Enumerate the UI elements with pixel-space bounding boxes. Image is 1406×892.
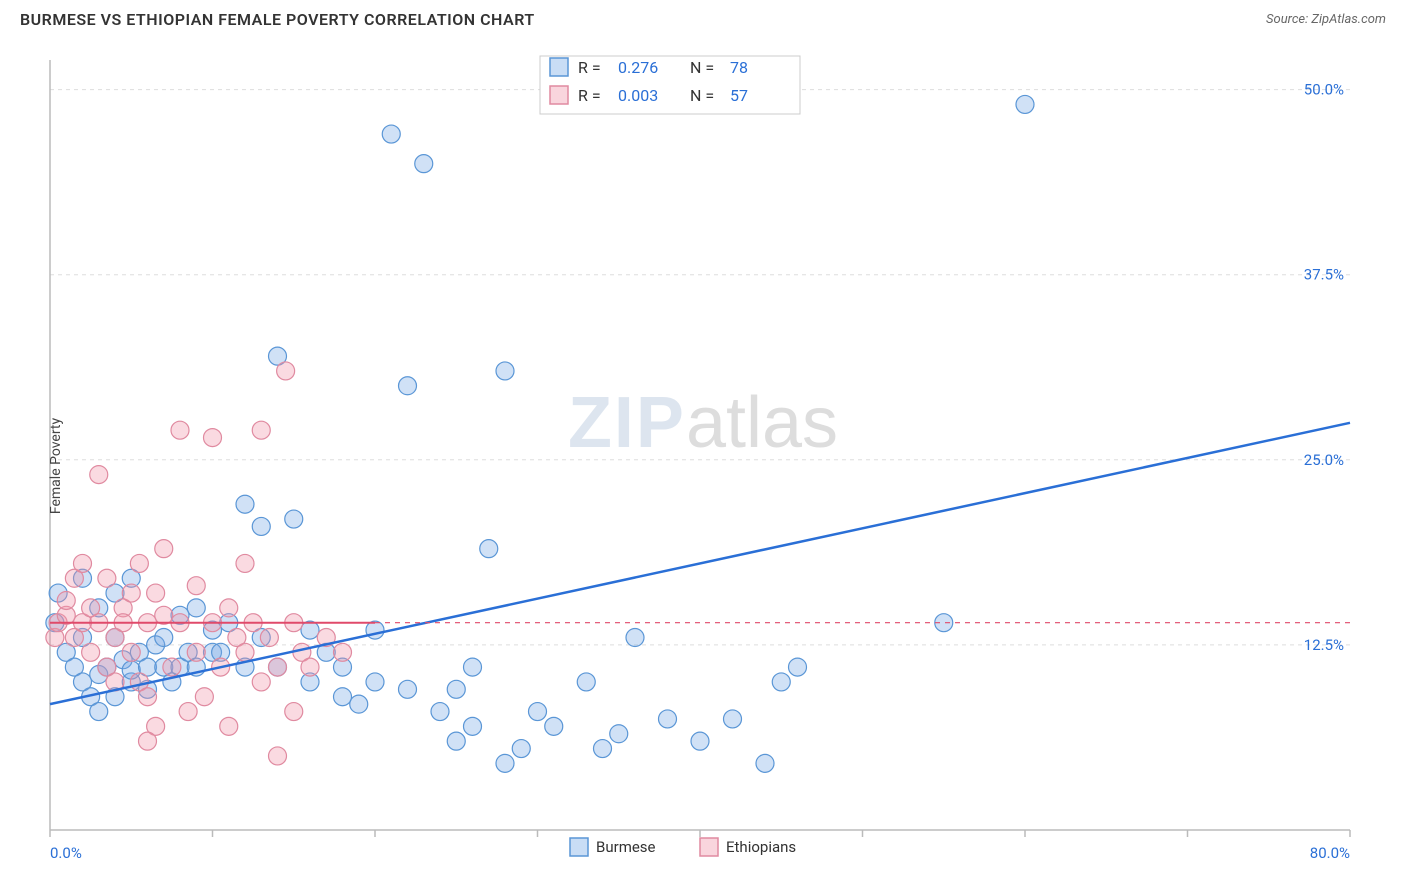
svg-text:57: 57 (730, 86, 748, 105)
svg-text:0.003: 0.003 (618, 86, 658, 105)
svg-text:0.276: 0.276 (618, 58, 658, 77)
svg-text:37.5%: 37.5% (1304, 266, 1344, 284)
svg-text:50.0%: 50.0% (1304, 81, 1344, 99)
svg-text:80.0%: 80.0% (1310, 844, 1350, 862)
chart-container: Female Poverty ZIPatlas 12.5%25.0%37.5%5… (0, 40, 1406, 892)
svg-text:25.0%: 25.0% (1304, 451, 1344, 469)
page-title: BURMESE VS ETHIOPIAN FEMALE POVERTY CORR… (20, 10, 535, 29)
svg-text:Burmese: Burmese (596, 838, 656, 856)
svg-text:0.0%: 0.0% (50, 844, 82, 862)
source-label: Source: ZipAtlas.com (1266, 12, 1386, 27)
svg-text:R =: R = (578, 58, 601, 77)
scatter-chart: 12.5% 25.0% 37.5% 50.0% 0.0% 80.0% R = 0.276 N =… (0, 40, 1406, 892)
svg-text:N =: N = (690, 58, 714, 77)
svg-text:R =: R = (578, 86, 601, 105)
svg-text:78: 78 (730, 58, 748, 77)
svg-text:12.5%: 12.5% (1304, 636, 1344, 654)
svg-text:N =: N = (690, 86, 714, 105)
svg-text:Ethiopians: Ethiopians (726, 838, 796, 856)
y-axis-label: Female Poverty (48, 418, 64, 514)
